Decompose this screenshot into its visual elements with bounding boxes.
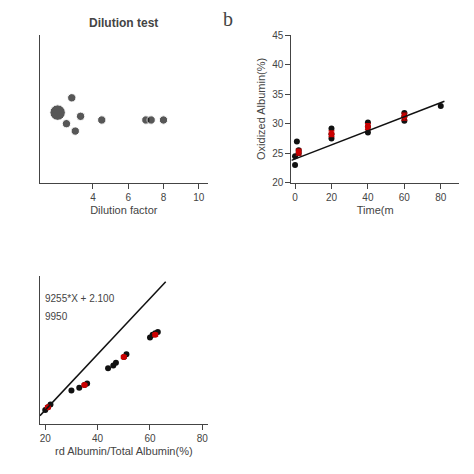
svg-text:Oxidized Albumin(%): Oxidized Albumin(%) — [255, 58, 267, 160]
svg-text:9950: 9950 — [45, 311, 68, 322]
svg-text:0: 0 — [292, 192, 298, 203]
svg-text:25: 25 — [272, 148, 284, 159]
svg-text:20: 20 — [272, 177, 284, 188]
svg-text:9255*X + 2.100: 9255*X + 2.100 — [45, 293, 115, 304]
svg-text:35: 35 — [272, 89, 284, 100]
svg-text:30: 30 — [272, 118, 284, 129]
svg-text:10: 10 — [193, 192, 205, 203]
svg-text:60: 60 — [144, 433, 156, 444]
svg-text:80: 80 — [197, 433, 209, 444]
svg-text:45: 45 — [272, 30, 284, 41]
svg-text:Time(m: Time(m — [357, 204, 394, 216]
svg-text:40: 40 — [362, 192, 374, 203]
svg-text:4: 4 — [90, 192, 96, 203]
svg-text:40: 40 — [272, 59, 284, 70]
svg-text:Dilution factor: Dilution factor — [90, 204, 158, 216]
svg-text:rd Albumin/Total Albumin(%): rd Albumin/Total Albumin(%) — [55, 445, 193, 457]
svg-text:Dilution test: Dilution test — [89, 16, 158, 30]
svg-text:20: 20 — [326, 192, 338, 203]
svg-text:40: 40 — [92, 433, 104, 444]
svg-text:60: 60 — [399, 192, 411, 203]
svg-text:80: 80 — [435, 192, 447, 203]
svg-text:6: 6 — [125, 192, 131, 203]
svg-text:8: 8 — [161, 192, 167, 203]
svg-text:b: b — [223, 8, 233, 30]
svg-text:20: 20 — [40, 433, 52, 444]
